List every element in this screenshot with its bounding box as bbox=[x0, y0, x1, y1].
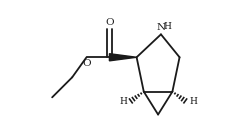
Text: H: H bbox=[119, 97, 127, 106]
Text: O: O bbox=[82, 59, 91, 68]
Text: H: H bbox=[189, 97, 197, 106]
Polygon shape bbox=[110, 54, 137, 61]
Text: N: N bbox=[156, 23, 165, 32]
Text: O: O bbox=[105, 18, 114, 27]
Text: H: H bbox=[163, 22, 171, 31]
